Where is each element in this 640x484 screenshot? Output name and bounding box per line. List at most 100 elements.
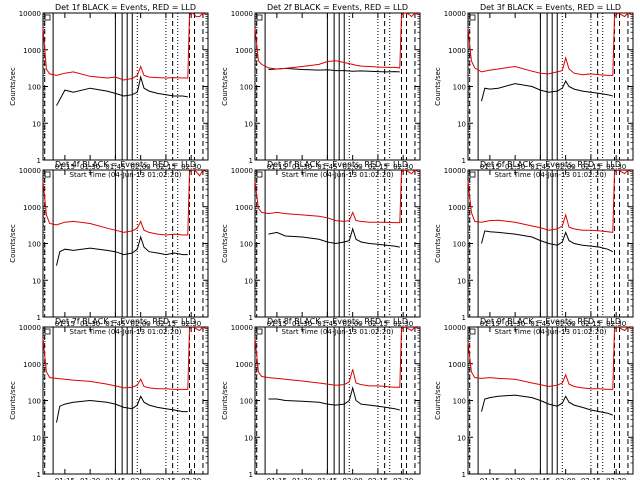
plot-frame [254, 326, 421, 475]
x-tick-label: 01:30 [505, 320, 525, 328]
panel-det-4: Det 4f BLACK = Events, RED = LLD11010010… [9, 160, 209, 336]
y-tick-label: 10 [244, 120, 253, 128]
x-tick-label: 01:30 [80, 320, 100, 328]
corner-box [44, 328, 51, 335]
corner-box [256, 171, 263, 178]
corner-box [469, 171, 476, 178]
panel-det-8: Det 8f BLACK = Events, RED = LLD11010010… [221, 317, 421, 484]
corner-box [44, 171, 51, 178]
x-tick-label: 02:30 [181, 320, 201, 328]
series-lld [254, 169, 419, 224]
chart-title: Det 7f BLACK = Events, RED = LLD [55, 317, 196, 326]
x-tick-label: 02:00 [343, 163, 363, 171]
x-axis-label: Start Time (04-Jun-13 01:02:20) [70, 328, 182, 336]
series-lld [467, 169, 632, 233]
x-tick-label: 02:30 [606, 163, 626, 171]
y-axis-label: Counts/sec [9, 67, 17, 106]
series-events [268, 227, 400, 248]
panel-det-7: Det 7f BLACK = Events, RED = LLD11010010… [9, 317, 209, 484]
x-tick-label: 02:00 [556, 163, 576, 171]
corner-box [469, 14, 476, 21]
x-tick-label: 01:15 [267, 163, 287, 171]
panel-det-1: Det 1f BLACK = Events, RED = LLD 1 10 100 10… [9, 3, 209, 179]
y-tick-label: 1000 [448, 47, 466, 55]
y-tick-label: 10 [32, 120, 41, 128]
y-axis-label: Counts/sec [221, 224, 229, 263]
panel-det-6: Det 6f BLACK = Events, RED = LLD11010010… [434, 160, 634, 336]
y-tick-label: 1 [249, 471, 253, 479]
y-axis-label: Counts/sec [434, 224, 442, 263]
chart-title: Det 3f BLACK = Events, RED = LLD [480, 3, 621, 12]
y-tick-label: 10 [457, 277, 466, 285]
y-axis-label: Counts/sec [434, 67, 442, 106]
chart-title: Det 2f BLACK = Events, RED = LLD [267, 3, 408, 12]
y-tick-label: 1000 [23, 47, 41, 55]
y-tick-label: 1000 [448, 361, 466, 369]
series-events [481, 394, 613, 416]
y-tick-label: 10 [244, 434, 253, 442]
x-tick-label: 01:30 [292, 320, 312, 328]
y-tick-label: 100 [28, 84, 41, 92]
corner-box [256, 14, 263, 21]
y-tick-label: 1 [249, 314, 253, 322]
series-lld [254, 326, 419, 388]
y-tick-label: 1 [37, 314, 41, 322]
x-tick-label: 01:45 [317, 163, 337, 171]
series-events [268, 67, 400, 73]
series-events [268, 385, 400, 411]
x-tick-label: 01:45 [530, 320, 550, 328]
x-axis-label: Start Time (04-Jun-13 01:02:20) [282, 171, 394, 179]
x-axis-label: Start Time (04-Jun-13 01:02:20) [495, 328, 607, 336]
plot-frame [42, 326, 209, 475]
x-tick-label: 01:45 [317, 320, 337, 328]
y-tick-label: 10000 [19, 324, 41, 332]
x-tick-label: 02:30 [181, 163, 201, 171]
plot-frame [254, 12, 421, 161]
x-tick-label: 02:00 [343, 320, 363, 328]
y-tick-label: 100 [453, 84, 466, 92]
chart-title: Det 5f BLACK = Events, RED = LLD [267, 160, 408, 169]
y-tick-label: 1000 [235, 204, 253, 212]
y-tick-label: 1 [462, 471, 466, 479]
panel-det-3: Det 3f BLACK = Events, RED = LLD 1 10 100 10… [434, 3, 634, 179]
x-tick-label: 02:30 [393, 320, 413, 328]
x-tick-label: 01:15 [55, 163, 75, 171]
x-tick-label: 01:30 [80, 163, 100, 171]
x-tick-label: 01:45 [105, 163, 125, 171]
y-tick-label: 1000 [23, 204, 41, 212]
x-tick-label: 01:45 [530, 163, 550, 171]
series-lld [42, 169, 207, 236]
y-axis-label: Counts/sec [221, 381, 229, 420]
series-lld [42, 12, 207, 81]
y-tick-label: 10000 [444, 324, 466, 332]
y-tick-label: 10 [32, 277, 41, 285]
y-tick-label: 1000 [448, 204, 466, 212]
x-tick-label: 02:00 [131, 163, 151, 171]
series-events [481, 230, 614, 253]
plot-frame [467, 326, 634, 475]
chart-title: Det 9f BLACK = Events, RED = LLD [480, 317, 621, 326]
y-tick-label: 100 [453, 241, 466, 249]
x-axis-label: Start Time (04-Jun-13 01:02:20) [282, 328, 394, 336]
x-tick-label: 02:30 [606, 320, 626, 328]
y-tick-label: 100 [240, 398, 253, 406]
x-tick-label: 01:30 [505, 163, 525, 171]
y-tick-label: 1000 [23, 361, 41, 369]
x-axis-label: Start Time (04-Jun-13 01:02:20) [70, 171, 182, 179]
x-tick-label: 01:30 [292, 163, 312, 171]
series-lld [254, 12, 419, 70]
y-tick-label: 10 [457, 434, 466, 442]
panel-det-9: Det 9f BLACK = Events, RED = LLD 1 10 100 10… [434, 317, 634, 484]
series-events [481, 80, 613, 102]
y-axis-label: Counts/sec [221, 67, 229, 106]
chart-title: Det 1f BLACK = Events, RED = LLD [55, 3, 196, 12]
y-tick-label: 100 [453, 398, 466, 406]
y-axis-label: Counts/sec [9, 381, 17, 420]
x-tick-label: 02:15 [368, 320, 388, 328]
series-lld [467, 12, 632, 76]
panel-det-2: Det 2f BLACK = Events, RED = LLD 1 10 100 10… [221, 3, 421, 179]
y-tick-label: 10000 [19, 10, 41, 18]
x-tick-label: 02:00 [556, 320, 576, 328]
